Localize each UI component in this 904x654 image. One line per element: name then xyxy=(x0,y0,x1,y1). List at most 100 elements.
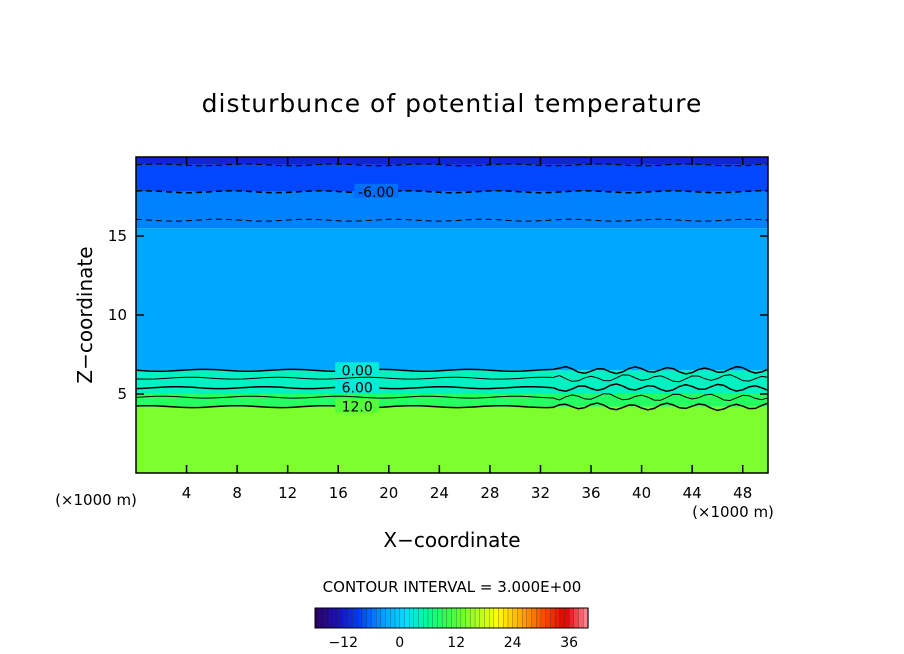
y-tick-label: 10 xyxy=(108,306,127,324)
colorbar-frame xyxy=(314,607,589,629)
colorbar-cell xyxy=(408,607,415,629)
field-band xyxy=(136,228,768,371)
field-band xyxy=(136,157,768,165)
colorbar-cell xyxy=(366,607,373,629)
x-tick-label: 40 xyxy=(632,484,651,502)
colorbar-cell xyxy=(423,607,429,629)
contour-line xyxy=(136,393,768,402)
contour-label-bg xyxy=(335,398,380,413)
colorbar-cell xyxy=(569,607,575,629)
colorbar-cell xyxy=(451,607,457,629)
y-tick-label: 15 xyxy=(108,227,127,245)
colorbar-cell xyxy=(418,607,424,629)
colorbar-cell xyxy=(503,607,509,629)
colorbar-cell xyxy=(554,607,561,629)
colorbar-cell xyxy=(493,607,500,629)
field-band xyxy=(136,406,768,473)
colorbar-cell xyxy=(328,607,335,629)
colorbar-cell xyxy=(390,607,396,629)
contour-line xyxy=(136,402,768,412)
colorbar-cell xyxy=(559,607,566,629)
colorbar-cell xyxy=(347,607,354,629)
y-axis-ticks: 5 10 15 xyxy=(108,227,768,403)
contour-field xyxy=(136,157,768,473)
contour-line xyxy=(136,163,768,167)
x-unit-right: (×1000 m) xyxy=(692,503,774,521)
colorbar-cell xyxy=(343,607,349,629)
x-tick-label: 8 xyxy=(232,484,242,502)
chart-title: disturbunce of potential temperature xyxy=(202,89,703,118)
colorbar-cell xyxy=(357,607,363,629)
colorbar-cell xyxy=(404,607,410,629)
y-axis-label: Z−coordinate xyxy=(73,246,97,383)
x-tick-label: 4 xyxy=(182,484,192,502)
field-band xyxy=(136,191,768,229)
colorbar-cell xyxy=(550,607,556,629)
colorbar-cell xyxy=(531,607,537,629)
field-band xyxy=(136,164,768,192)
colorbar-cell xyxy=(507,607,514,629)
colorbar-cell xyxy=(371,607,377,629)
x-axis-label: X−coordinate xyxy=(383,528,520,552)
colorbar-cell xyxy=(319,607,326,629)
contour-labels: -6.00 0.00 6.00 12.0 xyxy=(335,183,399,416)
colorbar-cell xyxy=(545,607,551,629)
colorbar-cell xyxy=(484,607,490,629)
x-tick-label: 24 xyxy=(430,484,449,502)
contour-label: -6.00 xyxy=(358,185,394,201)
colorbar-cell xyxy=(361,607,368,629)
colorbar-cell xyxy=(399,607,406,629)
colorbar-cell xyxy=(578,607,584,629)
x-tick-label: 48 xyxy=(733,484,752,502)
colorbar-cell xyxy=(521,607,528,629)
colorbar-cell xyxy=(338,607,344,629)
colorbar-cell xyxy=(333,607,340,629)
colorbar-cell xyxy=(441,607,448,629)
colorbar-cell xyxy=(380,607,387,629)
y-tick-label: 5 xyxy=(117,385,127,403)
colorbar-cell xyxy=(376,607,382,629)
colorbar-cell xyxy=(427,607,434,629)
x-tick-label: 36 xyxy=(581,484,600,502)
contour-lines xyxy=(136,163,768,412)
colorbar-cell xyxy=(474,607,481,629)
contour-label-bg xyxy=(354,183,399,198)
x-unit-left: (×1000 m) xyxy=(55,491,137,509)
colorbar-tick-label: 12 xyxy=(447,635,465,651)
colorbar-cell xyxy=(413,607,420,629)
contour-line xyxy=(136,218,768,222)
colorbar-cell xyxy=(385,607,391,629)
colorbar-cell xyxy=(564,607,570,629)
colorbar-cell xyxy=(489,607,495,629)
contour-interval-label: CONTOUR INTERVAL = 3.000E+00 xyxy=(323,578,582,596)
x-tick-label: 44 xyxy=(683,484,702,502)
contour-line xyxy=(136,365,768,375)
colorbar-cell xyxy=(432,607,439,629)
colorbar-cell xyxy=(456,607,462,629)
colorbar-tick-label: −12 xyxy=(328,635,358,651)
colorbar-cell xyxy=(498,607,504,629)
x-tick-label: 16 xyxy=(329,484,348,502)
x-tick-label: 12 xyxy=(278,484,297,502)
colorbar-cell xyxy=(446,607,453,629)
colorbar-cell xyxy=(512,607,519,629)
x-tick-label: 32 xyxy=(531,484,550,502)
colorbar: −12 0 12 24 36 xyxy=(314,607,589,651)
x-tick-label: 20 xyxy=(379,484,398,502)
field-band xyxy=(136,394,768,407)
colorbar-cell xyxy=(314,607,321,629)
contour-label: 12.0 xyxy=(342,400,373,416)
colorbar-cell xyxy=(536,607,542,629)
x-tick-label: 28 xyxy=(480,484,499,502)
colorbar-cell xyxy=(526,607,533,629)
contour-line xyxy=(136,383,768,393)
colorbar-cell xyxy=(470,607,476,629)
colorbar-cell xyxy=(517,607,523,629)
colorbar-cell xyxy=(324,607,330,629)
colorbar-cell xyxy=(479,607,486,629)
colorbar-cell xyxy=(465,607,471,629)
contour-label: 6.00 xyxy=(342,381,373,397)
contour-label-bg xyxy=(335,379,380,394)
colorbar-cell xyxy=(573,607,580,629)
